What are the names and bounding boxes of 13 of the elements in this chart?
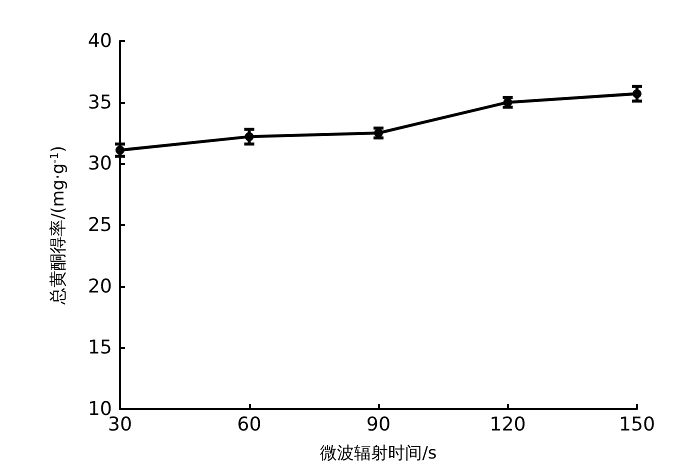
y-tick-label: 15 — [88, 336, 112, 359]
y-tick-label: 25 — [88, 214, 112, 236]
x-tick-label: 120 — [490, 414, 526, 436]
x-tick-label: 60 — [237, 414, 262, 436]
x-tick-label: 30 — [108, 414, 132, 436]
y-tick-label: 40 — [88, 30, 112, 52]
y-tick-label: 35 — [88, 91, 112, 114]
x-axis-title: 微波辐射时间/s — [320, 444, 437, 464]
x-tick-label: 150 — [618, 414, 656, 436]
y-tick-label: 20 — [88, 275, 112, 298]
y-tick-label: 30 — [88, 152, 112, 175]
y-axis-title: 总黄酮得率/(mg·g-1) — [48, 146, 68, 306]
x-tick-label: 90 — [366, 414, 391, 436]
